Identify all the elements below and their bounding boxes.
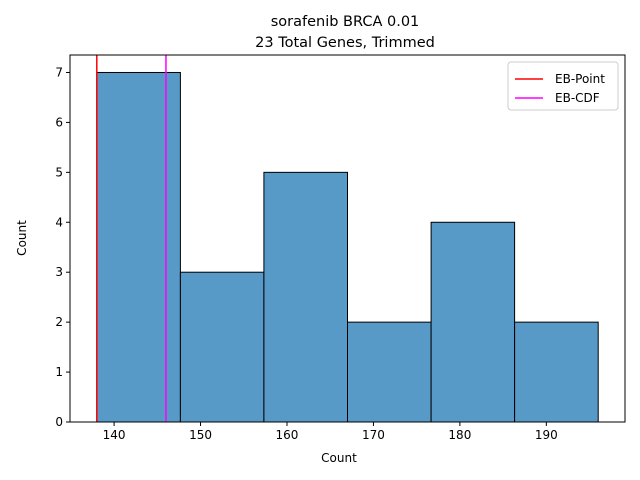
y-axis-label: Count [15,220,29,256]
histogram-bar [430,221,516,423]
y-tick-label: 7 [55,65,63,79]
reference-lines [96,55,167,422]
x-axis-label: Count [321,451,357,465]
legend-label: EB-Point [555,72,605,86]
histogram-bar [514,321,599,423]
histogram-bar [263,171,348,423]
plot-frame [69,54,626,423]
y-tick-label: 6 [55,115,63,129]
y-tick-label: 0 [55,415,63,429]
histogram-bars [96,71,599,423]
y-tick-label: 3 [55,265,63,279]
chart-subtitle: 23 Total Genes, Trimmed [255,35,435,51]
x-axis-ticks: 140 150 160 170 180 190 [103,422,558,442]
y-tick-label: 5 [55,165,63,179]
y-tick-label: 1 [55,365,63,379]
histogram-bar [347,321,432,423]
x-tick-label: 140 [103,428,126,442]
legend-label: EB-CDF [555,91,600,105]
legend: EB-Point EB-CDF [507,61,619,111]
x-tick-label: 150 [189,428,212,442]
y-axis-ticks: 0 1 2 3 4 5 6 7 [55,65,70,429]
x-tick-label: 160 [276,428,299,442]
x-tick-label: 170 [362,428,385,442]
y-tick-label: 2 [55,315,63,329]
y-tick-label: 4 [55,215,63,229]
x-tick-label: 190 [535,428,558,442]
histogram-bar [179,271,265,423]
x-tick-label: 180 [448,428,471,442]
chart-title: sorafenib BRCA 0.01 [271,14,420,30]
histogram-bar [96,71,181,423]
